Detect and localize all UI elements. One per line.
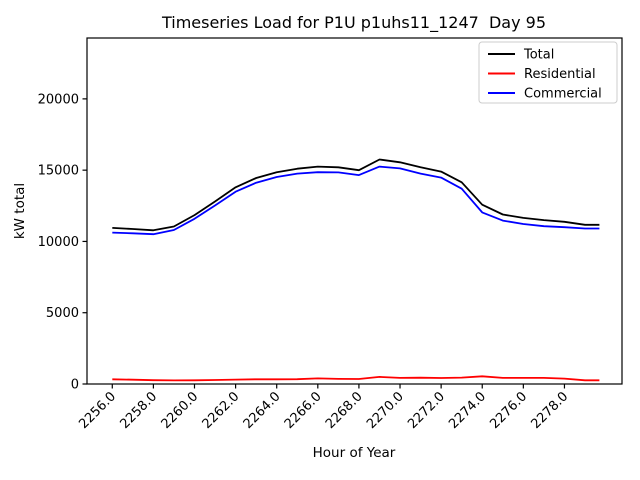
y-axis-label: kW total: [12, 183, 28, 239]
x-tick-label: 2270.0: [364, 389, 407, 432]
y-tick-label: 0: [71, 378, 79, 393]
series-line-residential: [112, 375, 600, 382]
x-tick-label: 2266.0: [282, 389, 325, 432]
x-tick-label: 2276.0: [487, 389, 530, 432]
y-tick-label: 10000: [38, 235, 79, 250]
legend-layer: Total Residential Commercial: [478, 41, 618, 104]
x-tick-label: 2258.0: [117, 389, 160, 432]
x-axis-label: Hour of Year: [313, 445, 396, 461]
x-tick-label: 2256.0: [76, 389, 119, 432]
x-tick-label: 2262.0: [200, 389, 243, 432]
x-tick-label: 2268.0: [323, 389, 366, 432]
x-tick-label: 2278.0: [528, 389, 571, 432]
y-tick-label: 20000: [38, 92, 79, 107]
x-tick-label: 2264.0: [241, 389, 284, 432]
legend-box: [478, 41, 618, 104]
chart-title: Timeseries Load for P1U p1uhs11_1247 Day…: [161, 13, 546, 33]
series-layer: [112, 158, 600, 382]
y-tick-label: 5000: [46, 306, 79, 321]
y-tick-label: 15000: [38, 164, 79, 179]
series-line-total: [112, 158, 600, 232]
x-tick-label: 2272.0: [405, 389, 448, 432]
legend-label-total: Total: [523, 48, 554, 63]
x-tick-label: 2274.0: [446, 389, 489, 432]
legend-label-residential: Residential: [524, 67, 596, 82]
legend-label-commercial: Commercial: [524, 87, 602, 102]
series-line-commercial: [112, 165, 600, 236]
x-tick-label: 2260.0: [159, 389, 202, 432]
